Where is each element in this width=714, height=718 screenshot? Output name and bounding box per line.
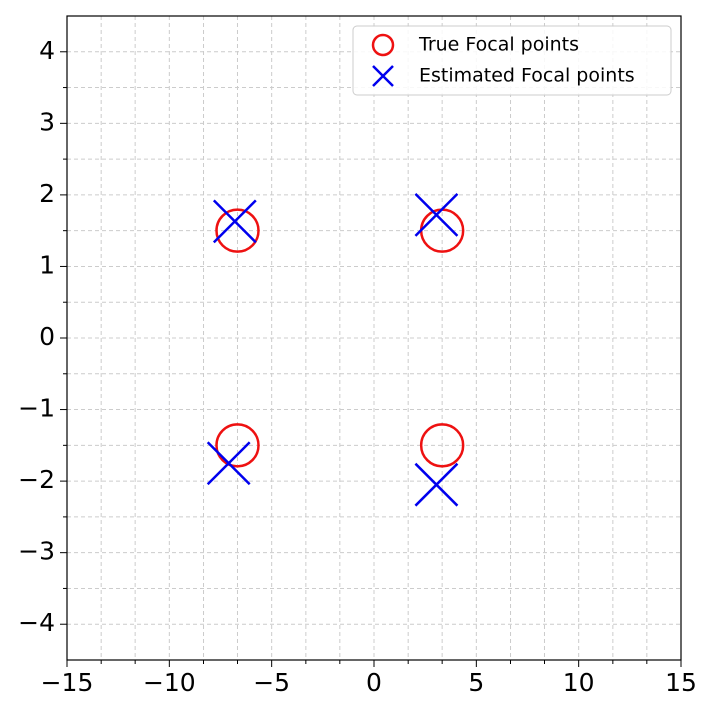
y-tick-label: −4	[18, 608, 55, 637]
point	[419, 423, 465, 468]
point	[206, 441, 251, 486]
x-tick-label: 5	[468, 668, 484, 697]
legend-label: True Focal points	[418, 34, 579, 56]
legend-label: Estimated Focal points	[419, 65, 635, 87]
x-tick-label: 15	[665, 668, 697, 697]
point	[212, 199, 257, 244]
plot-frame	[66, 15, 682, 661]
y-tick-label: 2	[39, 179, 55, 208]
point	[215, 208, 260, 253]
legend-box	[352, 25, 672, 96]
x-tick-label: 0	[366, 668, 382, 697]
point	[414, 462, 459, 507]
y-tick-label: 0	[39, 322, 55, 351]
y-tick-label: 3	[39, 107, 55, 136]
x-tick-label: −5	[253, 668, 290, 697]
y-tick-label: −3	[18, 537, 55, 566]
y-tick-label: −2	[18, 465, 55, 494]
x-tick-label: 10	[563, 668, 595, 697]
legend-marker	[371, 33, 395, 57]
x-tick-label: −10	[143, 668, 196, 697]
y-tick-label: 1	[39, 250, 55, 279]
point	[414, 193, 459, 237]
point	[215, 423, 260, 468]
legend-marker	[372, 65, 394, 87]
y-tick-label: −1	[18, 394, 55, 423]
y-tick-label: 4	[39, 36, 55, 65]
x-tick-label: −15	[41, 668, 94, 697]
